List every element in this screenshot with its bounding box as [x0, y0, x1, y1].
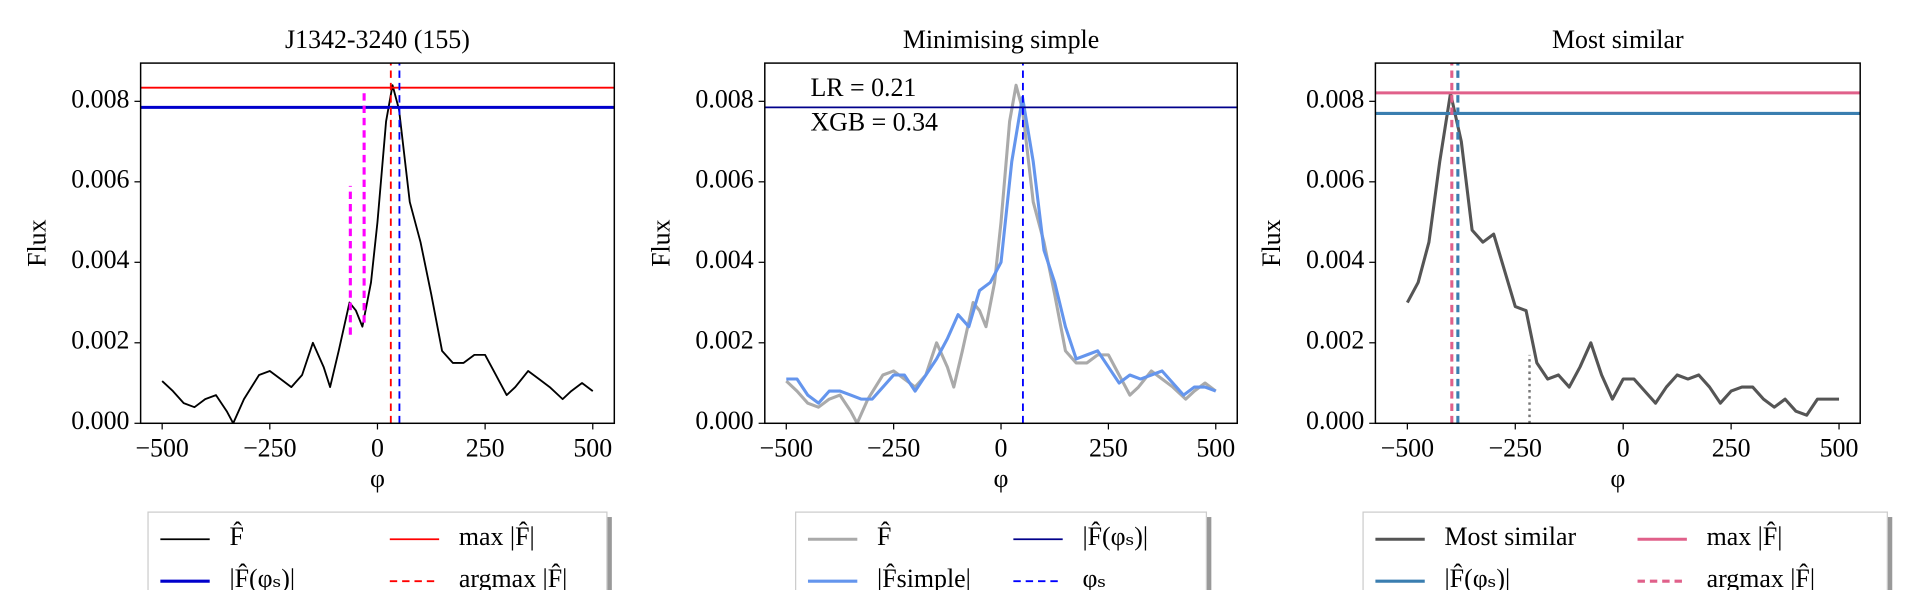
legend-label: argmax |F̂| [1707, 564, 1815, 590]
x-tick-label: −250 [1489, 433, 1542, 462]
y-tick-label: 0.002 [1306, 326, 1364, 355]
axes-frame [1374, 62, 1861, 425]
chart-title: Minimising simple [903, 25, 1099, 54]
y-tick-label: 0.006 [695, 165, 753, 194]
x-tick-label: 500 [1820, 433, 1859, 462]
curve [785, 83, 1217, 424]
legend-box [147, 511, 608, 590]
x-tick-label: 250 [1712, 433, 1751, 462]
plot-area [140, 63, 615, 424]
legend-label: F̂ [877, 522, 891, 551]
subplot: Most similar φ Flux −500 −250 0 250 500 0.000 0.0… [1257, 25, 1893, 590]
plot-area [764, 63, 1238, 424]
curve [786, 95, 1217, 405]
axes-frame [764, 62, 1238, 425]
y-axis-label: Flux [647, 219, 676, 267]
chart-title: J1342-3240 (155) [285, 25, 470, 54]
y-tick-label: 0.004 [1306, 245, 1364, 274]
x-axis-label: φ [370, 464, 385, 493]
x-tick-label: 250 [466, 433, 505, 462]
legend-box [1362, 511, 1888, 590]
y-tick-label: 0.002 [695, 326, 753, 355]
x-tick-label: −250 [243, 433, 296, 462]
y-tick-label: 0.004 [695, 245, 753, 274]
legend-box [795, 511, 1208, 590]
x-tick-label: 0 [1617, 433, 1630, 462]
x-tick-label: 500 [573, 433, 612, 462]
y-tick-label: 0.008 [1306, 84, 1364, 113]
x-tick-label: −250 [867, 433, 920, 462]
y-axis-label: Flux [22, 219, 51, 267]
x-tick-label: 0 [371, 433, 384, 462]
legend-label: |F̂simple| [877, 564, 971, 590]
x-tick-label: −500 [135, 433, 188, 462]
subplot: J1342-3240 (155) φ Flux −500 −250 0 250 500 0.00… [22, 25, 616, 590]
x-axis-label: φ [1610, 464, 1625, 493]
y-tick-label: 0.000 [695, 406, 753, 435]
y-tick-label: 0.008 [695, 84, 753, 113]
subplot: Minimising simple φ Flux −500 −250 0 250 500 0.0… [647, 25, 1238, 590]
plot-area [1375, 63, 1861, 424]
y-axis-label: Flux [1257, 219, 1286, 267]
annotation: XGB = 0.34 [810, 108, 938, 137]
legend-label: |F̂(φₛ)| [1082, 522, 1148, 551]
legend-label: φₛ [1082, 564, 1106, 590]
curve [1405, 91, 1840, 417]
y-tick-label: 0.008 [71, 84, 129, 113]
x-tick-label: 500 [1196, 433, 1235, 462]
x-tick-label: −500 [1381, 433, 1434, 462]
legend-label: |F̂(φₛ)| [229, 564, 295, 590]
y-tick-label: 0.000 [1306, 406, 1364, 435]
y-tick-label: 0.002 [71, 326, 129, 355]
y-tick-label: 0.004 [71, 245, 129, 274]
legend-label: F̂ [229, 522, 243, 551]
legend-label: max |F̂| [1707, 522, 1783, 551]
y-tick-label: 0.006 [71, 165, 129, 194]
y-tick-label: 0.000 [71, 406, 129, 435]
x-tick-label: −500 [760, 433, 813, 462]
x-tick-label: 250 [1089, 433, 1128, 462]
legend-label: max |F̂| [459, 522, 535, 551]
y-tick-label: 0.006 [1306, 165, 1364, 194]
legend-label: argmax |F̂| [459, 564, 567, 590]
chart-title: Most similar [1552, 25, 1684, 54]
x-tick-label: 0 [995, 433, 1008, 462]
legend-label: Most similar [1444, 522, 1576, 551]
annotation: LR = 0.21 [810, 73, 916, 102]
axes-frame [139, 62, 616, 425]
legend-label: |F̂(φₛ)| [1444, 564, 1510, 590]
curve [161, 84, 594, 424]
x-axis-label: φ [994, 464, 1009, 493]
